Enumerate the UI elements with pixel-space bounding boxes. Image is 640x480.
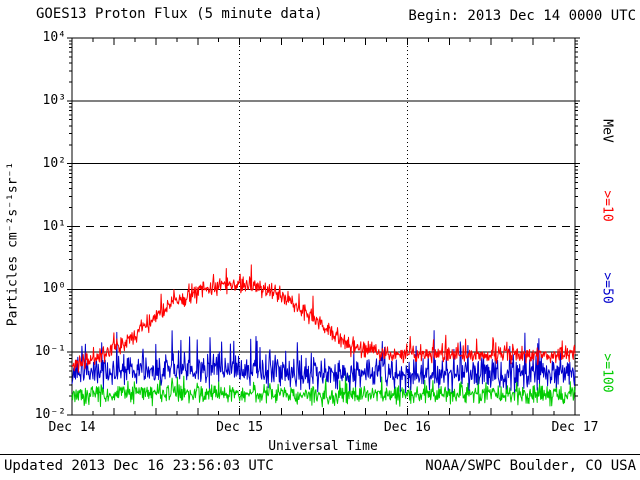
legend-geq100-label: >=100	[599, 353, 615, 393]
y-tick-label: 10²	[42, 155, 66, 171]
footer-divider	[0, 454, 640, 455]
y-tick-label: 10⁻²	[34, 407, 66, 422]
right-axis-unit-label: MeV	[599, 119, 615, 143]
series-line-1	[71, 330, 576, 394]
x-tick-label: Dec 16	[383, 420, 431, 435]
x-axis-label: Universal Time	[268, 439, 378, 454]
y-tick-label: 10⁰	[42, 281, 66, 297]
series-line-0	[71, 264, 576, 373]
y-tick-label: 10⁻¹	[34, 344, 66, 360]
plot-frame	[71, 37, 576, 416]
y-tick-label: 10⁴	[42, 30, 66, 45]
updated-timestamp: Updated 2013 Dec 16 23:56:03 UTC	[4, 458, 274, 474]
source-attribution: NOAA/SWPC Boulder, CO USA	[425, 458, 636, 474]
begin-label: Begin: 2013 Dec 14 0000 UTC	[408, 8, 636, 24]
legend-geq10-label: >=10	[599, 190, 615, 222]
y-tick-label: 10³	[42, 92, 66, 108]
series-line-2	[71, 371, 576, 408]
x-tick-label: Dec 17	[551, 420, 599, 435]
y-axis-label: Particles cm⁻²s⁻¹sr⁻¹	[5, 161, 21, 327]
x-tick-label: Dec 15	[216, 420, 264, 435]
chart-title: GOES13 Proton Flux (5 minute data)	[36, 6, 323, 22]
y-tick-label: 10¹	[42, 218, 66, 234]
legend-geq50-label: >=50	[599, 272, 615, 304]
x-tick-label: Dec 14	[48, 420, 96, 435]
